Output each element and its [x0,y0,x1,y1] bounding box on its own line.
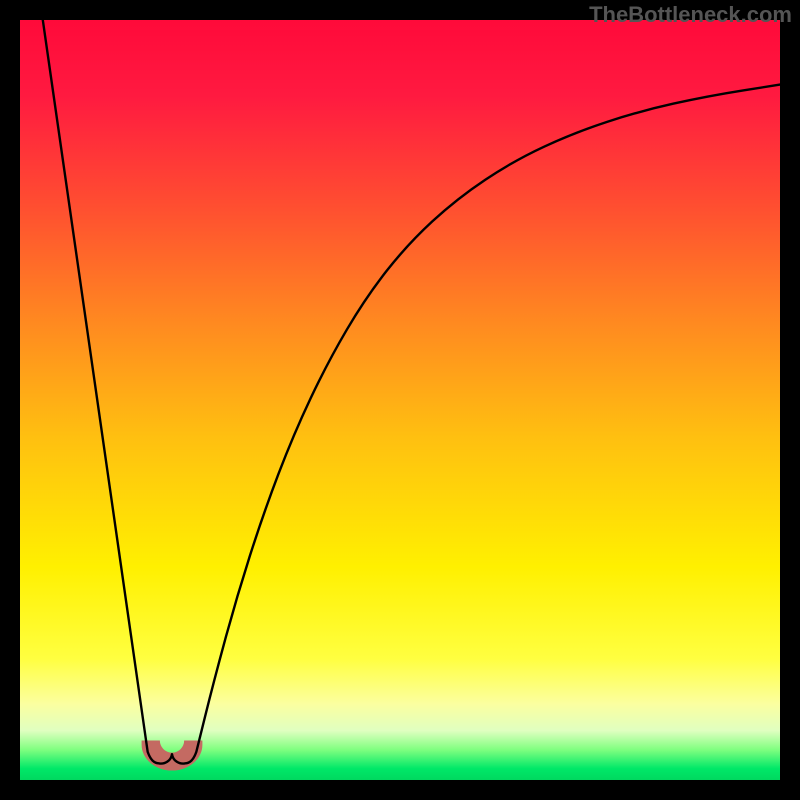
plot-background [20,20,780,780]
watermark-text: TheBottleneck.com [589,2,792,28]
chart-svg [0,0,800,800]
bottleneck-chart: TheBottleneck.com [0,0,800,800]
